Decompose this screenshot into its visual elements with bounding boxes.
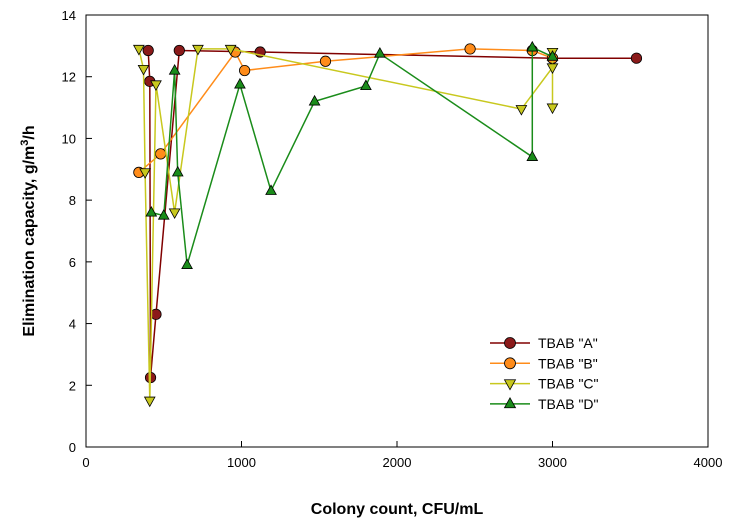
series-line bbox=[138, 48, 554, 401]
y-tick-label: 2 bbox=[69, 378, 76, 393]
series-line bbox=[138, 48, 553, 173]
y-tick-label: 6 bbox=[69, 255, 76, 270]
series-line bbox=[151, 46, 553, 266]
data-point bbox=[173, 44, 185, 57]
data-point bbox=[546, 50, 559, 61]
data-point bbox=[181, 258, 193, 269]
plot-frame bbox=[85, 14, 709, 448]
data-point bbox=[308, 94, 321, 106]
data-point bbox=[132, 44, 145, 56]
data-point bbox=[319, 55, 332, 67]
data-point bbox=[168, 208, 181, 220]
data-point bbox=[515, 105, 528, 116]
legend-label: TBAB "C" bbox=[538, 376, 599, 392]
data-point bbox=[234, 77, 246, 89]
data-point bbox=[546, 63, 559, 75]
series-line bbox=[147, 49, 637, 378]
data-point bbox=[139, 168, 151, 179]
y-axis-label: Elimination capacity, g/m3/h bbox=[19, 125, 38, 336]
y-tick-label: 4 bbox=[69, 317, 76, 332]
y-axis-label-main: Elimination capacity, g/m bbox=[21, 146, 38, 337]
legend-label: TBAB "A" bbox=[538, 335, 598, 351]
data-point bbox=[239, 64, 251, 77]
data-point bbox=[464, 43, 476, 55]
data-point bbox=[224, 44, 237, 56]
data-point bbox=[374, 47, 386, 58]
data-point bbox=[137, 64, 150, 76]
data-point bbox=[143, 396, 156, 408]
legend-item-2: TBAB "B" bbox=[490, 355, 598, 371]
series-layer bbox=[132, 40, 643, 408]
y-tick-label: 8 bbox=[69, 193, 76, 208]
x-axis-label: Colony count, CFU/mL bbox=[311, 501, 484, 518]
y-tick-label: 12 bbox=[62, 70, 76, 85]
legend-item-3: TBAB "C" bbox=[490, 376, 599, 392]
y-tick-label: 0 bbox=[69, 440, 76, 455]
x-tick-label: 4000 bbox=[694, 455, 723, 470]
legend-item-1: TBAB "A" bbox=[490, 335, 598, 351]
legend-item-4: TBAB "D" bbox=[490, 396, 599, 412]
series-3 bbox=[132, 44, 559, 408]
y-axis-label-sup: 3 bbox=[19, 140, 31, 146]
legend-marker bbox=[503, 397, 517, 409]
data-point bbox=[150, 308, 162, 320]
legend-label: TBAB "D" bbox=[538, 396, 599, 412]
series-1 bbox=[142, 44, 643, 384]
data-point bbox=[145, 205, 158, 217]
data-point bbox=[546, 103, 559, 115]
data-point bbox=[168, 63, 181, 75]
x-tick-label: 2000 bbox=[383, 455, 412, 470]
series-4 bbox=[145, 40, 559, 269]
y-tick-label: 10 bbox=[62, 131, 76, 146]
legend-label: TBAB "B" bbox=[538, 355, 598, 371]
legend-marker bbox=[504, 337, 516, 349]
x-tick-label: 0 bbox=[82, 455, 89, 470]
data-point bbox=[526, 40, 539, 52]
data-point bbox=[142, 44, 154, 57]
x-tick-label: 3000 bbox=[538, 455, 567, 470]
data-point bbox=[192, 44, 204, 56]
legend: TBAB "A" TBAB "B" TBAB "C" TBAB "D" bbox=[490, 335, 599, 412]
data-point bbox=[150, 80, 162, 91]
y-axis-label-tail: /h bbox=[21, 125, 38, 139]
data-point bbox=[526, 150, 539, 161]
legend-marker bbox=[503, 379, 517, 391]
ticks-layer: 0 1000 2000 3000 4000 0 2 4 6 8 10 12 14 bbox=[62, 8, 723, 470]
data-point bbox=[360, 79, 372, 91]
data-point bbox=[157, 209, 170, 220]
series-2 bbox=[133, 43, 559, 178]
data-point bbox=[265, 184, 277, 195]
x-tick-label: 1000 bbox=[227, 455, 256, 470]
data-point bbox=[155, 148, 167, 160]
data-point bbox=[630, 52, 643, 64]
legend-marker bbox=[504, 357, 516, 370]
y-tick-label: 14 bbox=[62, 8, 76, 23]
data-point bbox=[171, 165, 184, 177]
